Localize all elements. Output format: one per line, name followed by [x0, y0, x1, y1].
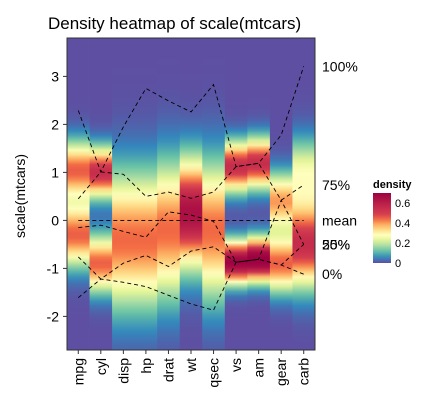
heatmap-column-qsec [202, 38, 226, 350]
quantile-label: mean [322, 212, 357, 228]
heatmap-columns [67, 38, 316, 350]
quantile-line-25pct [77, 244, 305, 280]
x-tick-label-qsec: qsec [206, 358, 222, 388]
y-axis-label: scale(mtcars) [12, 154, 28, 238]
quantile-label: 50% [322, 236, 350, 252]
heatmap-column-disp [112, 38, 136, 350]
legend: density 0.6 0.4 0.2 0 [373, 179, 412, 270]
y-tick-label: 3 [51, 68, 59, 84]
x-tick-label-disp: disp [115, 358, 131, 384]
heatmap-column-mpg [67, 38, 90, 350]
quantile-label: 25% [322, 236, 350, 252]
quantile-line-50pct [78, 199, 305, 263]
y-tick-label: 1 [51, 164, 59, 180]
heatmap-column-hp [134, 38, 158, 350]
quantile-label: 75% [322, 177, 350, 193]
quantile-label: 100% [322, 58, 358, 74]
legend-tick-label: 0.2 [395, 238, 410, 250]
legend-tick-label: 0.6 [395, 198, 410, 210]
heatmap-column-wt [179, 38, 203, 350]
y-tick-label: 2 [51, 116, 59, 132]
chart-title: Density heatmap of scale(mtcars) [48, 14, 301, 33]
y-tick-label: 0 [51, 212, 59, 228]
x-tick-label-cyl: cyl [93, 358, 109, 375]
legend-tick-label: 0.4 [395, 218, 410, 230]
quantile-label: 0% [322, 266, 342, 282]
quantile-line-0pct [78, 258, 304, 311]
x-tick-label-mpg: mpg [70, 358, 86, 385]
quantile-labels: 100% 75% mean 50%25% 0% [322, 58, 358, 282]
x-tick-label-wt: wt [183, 358, 199, 373]
x-tick-label-am: am [251, 358, 267, 377]
y-tick-label: -1 [47, 260, 60, 276]
heatmap-column-am [247, 38, 271, 350]
x-tick-label-drat: drat [161, 358, 177, 382]
quantile-line-75pct [77, 162, 304, 201]
heatmap-column-carb [292, 38, 316, 350]
heatmap-column-gear [269, 38, 293, 350]
quantile-lines [77, 66, 305, 311]
legend-tick-label: 0 [395, 258, 401, 270]
legend-colorbar [373, 193, 391, 263]
x-tick-label-hp: hp [138, 358, 154, 374]
heatmap-column-vs [224, 38, 248, 350]
x-tick-label-vs: vs [228, 358, 244, 372]
x-tick-label-gear: gear [273, 358, 289, 386]
x-axis: mpg cyl disp hp drat wt qsec vs am gear carb [70, 350, 312, 388]
legend-title: density [373, 179, 412, 191]
heatmap-column-drat [157, 38, 181, 350]
quantile-line-100pct [77, 66, 305, 174]
y-axis: -2 -1 0 1 2 3 [47, 68, 67, 324]
y-tick-label: -2 [47, 308, 60, 324]
heatmap-column-cyl [89, 38, 113, 350]
x-tick-label-carb: carb [296, 358, 312, 385]
